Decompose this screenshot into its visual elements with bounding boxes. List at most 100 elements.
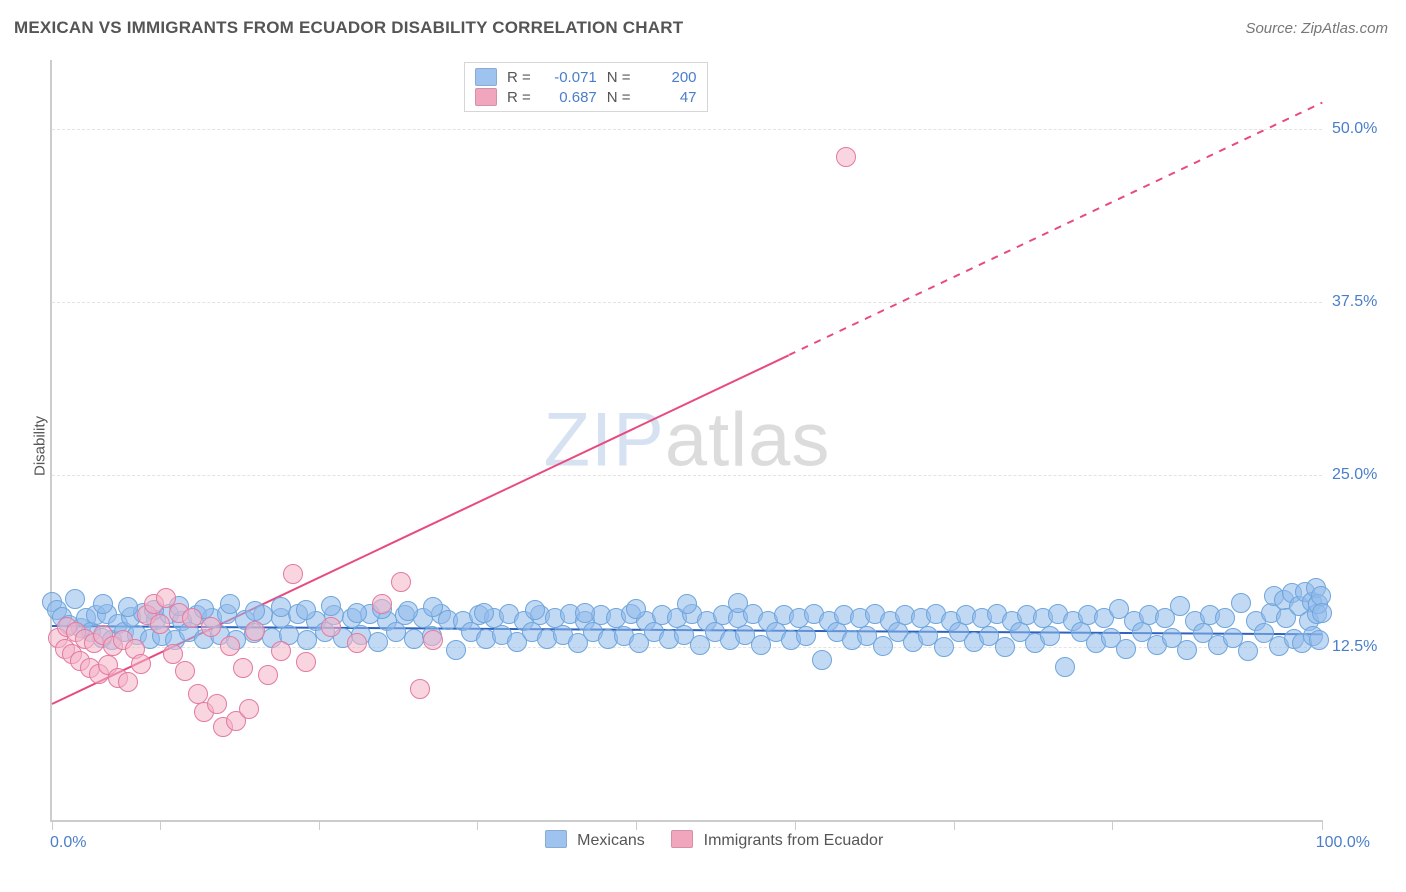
x-axis-min-label: 0.0% xyxy=(50,834,86,852)
data-point xyxy=(446,640,466,660)
data-point xyxy=(220,636,240,656)
x-tick xyxy=(1112,820,1113,830)
data-point xyxy=(1238,641,1258,661)
data-point xyxy=(93,594,113,614)
x-tick xyxy=(954,820,955,830)
legend-swatch xyxy=(475,88,497,106)
r-label: R = xyxy=(507,89,531,106)
data-point xyxy=(1312,603,1332,623)
data-point xyxy=(175,661,195,681)
correlation-legend-row: R = 0.687 N = 47 xyxy=(475,87,697,107)
data-point xyxy=(677,594,697,614)
n-label: N = xyxy=(607,89,631,106)
x-tick xyxy=(319,820,320,830)
data-point xyxy=(1040,626,1060,646)
trend-line xyxy=(788,102,1322,356)
data-point xyxy=(245,621,265,641)
x-tick xyxy=(636,820,637,830)
data-point xyxy=(372,594,392,614)
data-point xyxy=(1215,608,1235,628)
x-tick xyxy=(160,820,161,830)
n-value: 47 xyxy=(641,89,697,106)
correlation-legend-row: R = -0.071 N = 200 xyxy=(475,67,697,87)
r-value: 0.687 xyxy=(541,89,597,106)
y-axis-label: Disability xyxy=(32,416,49,476)
data-point xyxy=(575,603,595,623)
x-axis-max-label: 100.0% xyxy=(1316,834,1370,852)
data-point xyxy=(321,596,341,616)
data-point xyxy=(525,600,545,620)
watermark-part1: ZIP xyxy=(544,398,665,483)
data-point xyxy=(391,572,411,592)
n-value: 200 xyxy=(641,69,697,86)
y-tick-label: 25.0% xyxy=(1332,466,1377,484)
data-point xyxy=(728,593,748,613)
data-point xyxy=(474,603,494,623)
n-label: N = xyxy=(607,69,631,86)
chart-title: MEXICAN VS IMMIGRANTS FROM ECUADOR DISAB… xyxy=(14,18,683,38)
legend-swatch xyxy=(475,68,497,86)
legend-swatch xyxy=(671,830,693,848)
scatter-plot: ZIPatlas xyxy=(50,60,1322,822)
data-point xyxy=(410,679,430,699)
data-point xyxy=(271,641,291,661)
r-value: -0.071 xyxy=(541,69,597,86)
data-point xyxy=(258,665,278,685)
data-point xyxy=(423,597,443,617)
data-point xyxy=(1177,640,1197,660)
legend-label: Mexicans xyxy=(577,832,645,849)
series-legend: Mexicans Immigrants from Ecuador xyxy=(0,830,1406,850)
data-point xyxy=(233,658,253,678)
data-point xyxy=(1170,596,1190,616)
data-point xyxy=(220,594,240,614)
gridline xyxy=(52,129,1322,130)
data-point xyxy=(995,637,1015,657)
data-point xyxy=(1055,657,1075,677)
data-point xyxy=(423,630,443,650)
x-tick xyxy=(477,820,478,830)
data-point xyxy=(398,601,418,621)
legend-label: Immigrants from Ecuador xyxy=(704,832,884,849)
data-point xyxy=(296,600,316,620)
data-point xyxy=(796,626,816,646)
r-label: R = xyxy=(507,69,531,86)
data-point xyxy=(836,147,856,167)
legend-swatch xyxy=(545,830,567,848)
data-point xyxy=(934,637,954,657)
x-tick xyxy=(52,820,53,830)
data-point xyxy=(296,652,316,672)
data-point xyxy=(812,650,832,670)
data-point xyxy=(283,564,303,584)
y-tick-label: 12.5% xyxy=(1332,638,1377,656)
y-tick-label: 50.0% xyxy=(1332,120,1377,138)
data-point xyxy=(65,589,85,609)
data-point xyxy=(271,597,291,617)
y-tick-label: 37.5% xyxy=(1332,293,1377,311)
watermark-part2: atlas xyxy=(665,398,831,483)
watermark: ZIPatlas xyxy=(544,397,831,484)
data-point xyxy=(1116,639,1136,659)
data-point xyxy=(404,629,424,649)
gridline xyxy=(52,475,1322,476)
data-point xyxy=(321,617,341,637)
data-point xyxy=(245,601,265,621)
data-point xyxy=(626,599,646,619)
gridline xyxy=(52,302,1322,303)
x-tick xyxy=(1322,820,1323,830)
source-label: Source: ZipAtlas.com xyxy=(1245,20,1388,37)
data-point xyxy=(239,699,259,719)
data-point xyxy=(1309,630,1329,650)
data-point xyxy=(118,672,138,692)
data-point xyxy=(347,633,367,653)
data-point xyxy=(201,617,221,637)
data-point xyxy=(118,597,138,617)
data-point xyxy=(207,694,227,714)
data-point xyxy=(150,614,170,634)
data-point xyxy=(368,632,388,652)
data-point xyxy=(131,654,151,674)
x-tick xyxy=(795,820,796,830)
data-point xyxy=(182,608,202,628)
data-point xyxy=(347,603,367,623)
correlation-legend: R = -0.071 N = 200 R = 0.687 N = 47 xyxy=(464,62,708,112)
data-point xyxy=(1231,593,1251,613)
